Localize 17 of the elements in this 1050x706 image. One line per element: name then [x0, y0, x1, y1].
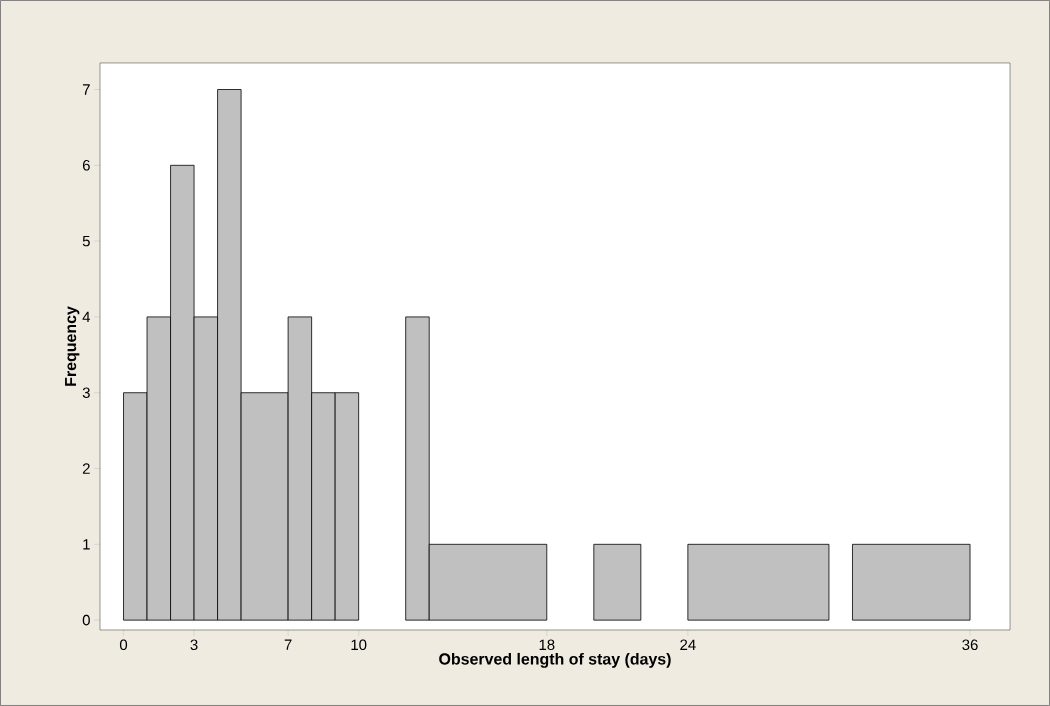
x-tick-label: 18: [539, 639, 555, 651]
y-tick-label: 5: [82, 235, 90, 247]
x-tick-label: 36: [962, 639, 978, 651]
x-tick-label: 3: [190, 639, 198, 651]
y-tick-label: 0: [82, 614, 90, 626]
y-axis-title: Frequency: [65, 306, 80, 386]
y-tick-label: 2: [82, 463, 90, 474]
y-tick-label: 7: [82, 84, 90, 95]
y-tick-label: 3: [82, 387, 90, 399]
y-tick-label: 6: [82, 160, 90, 171]
y-tick-label: 4: [82, 311, 91, 323]
x-tick-label: 24: [680, 639, 696, 650]
x-axis-title: Observed length of stay (days): [439, 652, 671, 668]
x-tick-label: 10: [351, 639, 367, 651]
x-tick-label: 0: [119, 639, 128, 651]
x-tick-label: 7: [284, 639, 292, 650]
y-tick-label: 1: [83, 539, 90, 550]
